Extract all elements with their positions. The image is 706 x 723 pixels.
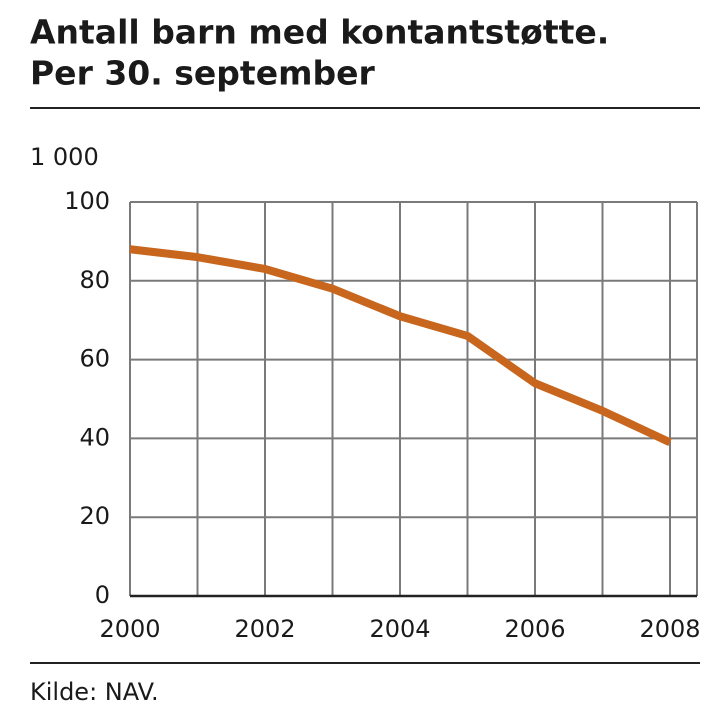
x-tick-label: 2002 xyxy=(234,615,295,643)
unit-label: 1 000 xyxy=(30,143,99,171)
y-tick-label: 80 xyxy=(79,266,110,294)
x-tick-label: 2004 xyxy=(369,615,430,643)
chart-subtitle: Per 30. september xyxy=(30,54,375,93)
y-tick-label: 20 xyxy=(79,502,110,530)
y-tick-label: 60 xyxy=(79,345,110,373)
y-tick-label: 40 xyxy=(79,423,110,451)
source: Kilde: NAV. xyxy=(30,678,159,706)
x-tick-label: 2008 xyxy=(639,615,700,643)
y-tick-label: 0 xyxy=(95,581,110,609)
x-tick-label: 2000 xyxy=(99,615,160,643)
x-tick-label: 2006 xyxy=(504,615,565,643)
chart-title: Antall barn med kontantstøtte. xyxy=(30,13,609,52)
line-series xyxy=(129,245,672,446)
y-tick-label: 100 xyxy=(64,187,110,215)
